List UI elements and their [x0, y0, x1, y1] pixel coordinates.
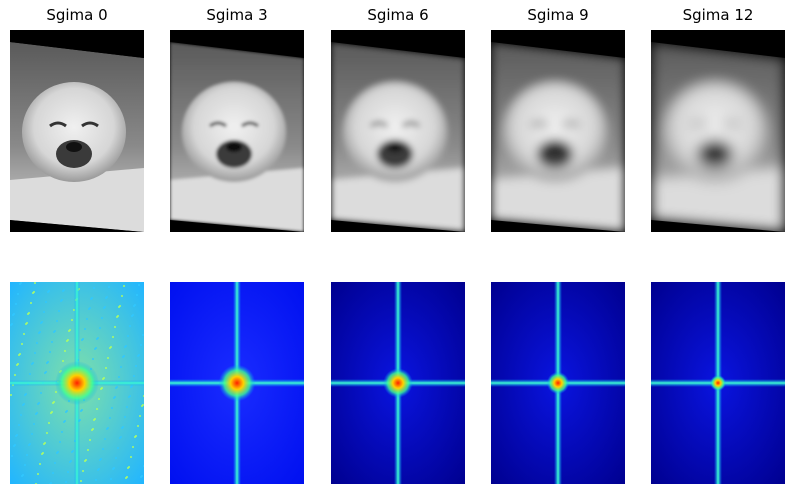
panel-column: Sgima 6	[331, 0, 465, 494]
panel-title: Sgima 6	[367, 6, 429, 24]
panel-title: Sgima 9	[527, 6, 589, 24]
panel-column: Sgima 9	[491, 0, 625, 494]
panel-column: Sgima 12	[651, 0, 785, 494]
blurred-seal-image	[10, 30, 144, 232]
panel-column: Sgima 3	[170, 0, 304, 494]
panel-title: Sgima 0	[46, 6, 108, 24]
blurred-seal-image	[331, 30, 465, 232]
panel-title: Sgima 3	[206, 6, 268, 24]
blurred-seal-image	[491, 30, 625, 232]
panel-column: Sgima 0	[10, 0, 144, 494]
fft-spectrum-image	[651, 282, 785, 484]
fft-spectrum-image	[10, 282, 144, 484]
blurred-seal-image	[651, 30, 785, 232]
fft-spectrum-image	[331, 282, 465, 484]
fft-spectrum-image	[491, 282, 625, 484]
fft-spectrum-image	[170, 282, 304, 484]
panel-title: Sgima 12	[682, 6, 754, 24]
blurred-seal-image	[170, 30, 304, 232]
